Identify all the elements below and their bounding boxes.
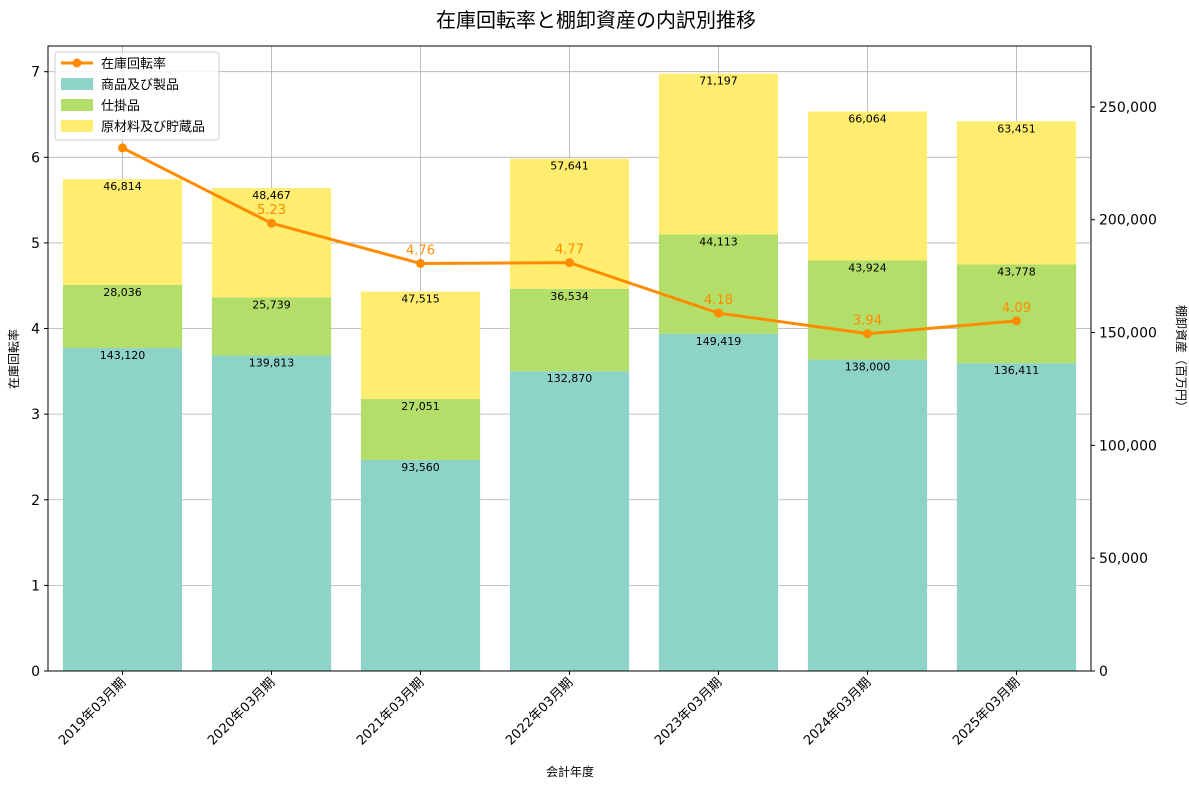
y-right-tick-label: 0	[1099, 664, 1108, 680]
y-right-tick-label: 250,000	[1099, 100, 1157, 116]
chart-title: 在庫回転率と棚卸資産の内訳別推移	[436, 8, 756, 32]
bar-segment	[807, 260, 928, 360]
y-right-tick-label: 100,000	[1099, 438, 1157, 454]
bar-value-label: 138,000	[845, 361, 891, 374]
y-left-tick-label: 4	[31, 322, 40, 338]
legend-marker	[72, 58, 82, 68]
legend-label: 在庫回転率	[101, 56, 166, 72]
bar-labels: 143,120 28,036 46,814 139,813 25,739 48,467 93…	[100, 75, 1040, 474]
bar-value-label: 44,113	[699, 235, 738, 248]
bar-value-label: 63,451	[997, 122, 1036, 135]
bar-value-label: 47,515	[401, 293, 440, 306]
bar-segment	[360, 459, 481, 671]
bar-value-label: 28,036	[103, 286, 142, 299]
turnover-point	[118, 143, 127, 153]
bar-value-label: 43,778	[997, 265, 1036, 278]
y-right-tick-label: 200,000	[1099, 213, 1157, 229]
y-axis-left-label: 在庫回転率	[6, 329, 21, 389]
turnover-value-label: 4.77	[555, 243, 584, 258]
turnover-point	[416, 258, 425, 268]
bar-value-label: 132,870	[547, 372, 593, 385]
bar-segment	[360, 398, 481, 460]
y-right-tick-label: 150,000	[1099, 326, 1157, 342]
bar-segment	[956, 363, 1077, 671]
turnover-point	[565, 258, 574, 268]
y-left-tick-label: 7	[31, 65, 40, 81]
bar-value-label: 71,197	[699, 75, 738, 88]
bar-segment	[956, 121, 1077, 265]
bar-value-label: 143,120	[100, 349, 146, 362]
bar-value-label: 136,411	[994, 364, 1040, 377]
x-axis-label: 会計年度	[546, 764, 594, 779]
bar-segment	[509, 371, 630, 671]
bar-segment	[658, 73, 779, 235]
bar-segment	[807, 111, 928, 261]
turnover-value-label: 4.76	[406, 243, 435, 258]
turnover-point	[267, 218, 276, 228]
bar-value-label: 46,814	[103, 180, 142, 193]
y-left-tick-label: 6	[31, 150, 40, 166]
legend-swatch	[61, 99, 93, 111]
y-right-tick-label: 50,000	[1099, 551, 1148, 567]
legend-label: 商品及び製品	[101, 78, 179, 93]
bar-segment	[509, 288, 630, 372]
bar-value-label: 57,641	[550, 160, 589, 173]
turnover-point	[1012, 316, 1021, 326]
bar-segment	[956, 264, 1077, 364]
bar-value-label: 43,924	[848, 262, 887, 275]
bar-segment	[62, 284, 183, 349]
turnover-value-label: 4.09	[1002, 301, 1031, 316]
y-left-tick-label: 3	[31, 407, 40, 423]
bar-value-label: 66,064	[848, 112, 887, 125]
bar-value-label: 149,419	[696, 335, 742, 348]
y-left-tick-label: 0	[31, 664, 40, 680]
y-left-tick-label: 2	[31, 493, 40, 509]
bar-segment	[360, 291, 481, 399]
y-left-tick-label: 1	[31, 578, 40, 594]
bars	[62, 73, 1077, 671]
bar-value-label: 36,534	[550, 290, 589, 303]
legend-swatch	[61, 120, 93, 132]
y-axis-right-label: 棚卸資産（百万円）	[1174, 305, 1189, 413]
bar-value-label: 139,813	[249, 357, 295, 370]
turnover-value-label: 4.18	[704, 293, 733, 308]
turnover-point	[714, 308, 723, 318]
bar-value-label: 93,560	[401, 461, 440, 474]
legend-box	[54, 51, 220, 141]
bar-segment	[211, 297, 332, 356]
bar-segment	[509, 158, 630, 289]
bar-value-label: 27,051	[401, 400, 440, 413]
bar-segment	[807, 359, 928, 671]
bar-segment	[211, 355, 332, 671]
turnover-value-label: 3.94	[853, 314, 882, 329]
turnover-value-label: 5.23	[257, 203, 286, 218]
bar-segment	[658, 333, 779, 671]
y-left-tick-label: 5	[31, 236, 40, 252]
turnover-line-group: 5.23 4.76 4.77 4.18 3.94 4.09	[118, 143, 1031, 339]
legend-label: 原材料及び貯蔵品	[101, 120, 205, 135]
turnover-point	[863, 329, 872, 339]
bar-segment	[62, 179, 183, 285]
bar-segment	[62, 348, 183, 671]
legend-label: 仕掛品	[101, 99, 140, 114]
legend-swatch	[61, 78, 93, 90]
bar-segment	[211, 188, 332, 298]
bar-value-label: 48,467	[252, 189, 291, 202]
bar-value-label: 25,739	[252, 298, 291, 311]
